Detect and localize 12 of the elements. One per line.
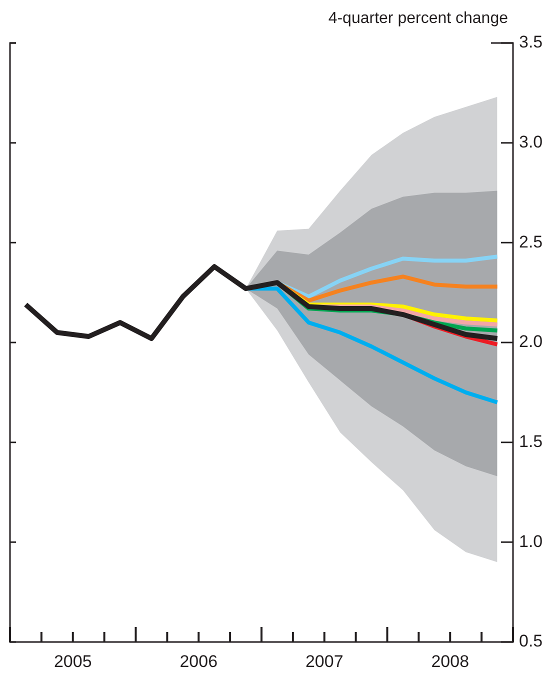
y-tick-label: 3.5: [519, 32, 543, 52]
y-tick-label: 2.5: [519, 232, 543, 252]
x-tick-label: 2007: [305, 652, 344, 671]
y-tick-label: 1.0: [519, 532, 543, 551]
y-axis-title: 4-quarter percent change: [328, 10, 508, 27]
y-tick-label: 0.5: [519, 632, 543, 651]
y-tick-label: 1.5: [519, 432, 543, 452]
x-tick-label: 2008: [431, 652, 470, 671]
y-tick-label: 3.0: [519, 132, 543, 152]
x-tick-label: 2005: [54, 652, 92, 671]
x-tick-label: 2006: [180, 652, 218, 671]
y-tick-label: 2.0: [519, 332, 543, 352]
